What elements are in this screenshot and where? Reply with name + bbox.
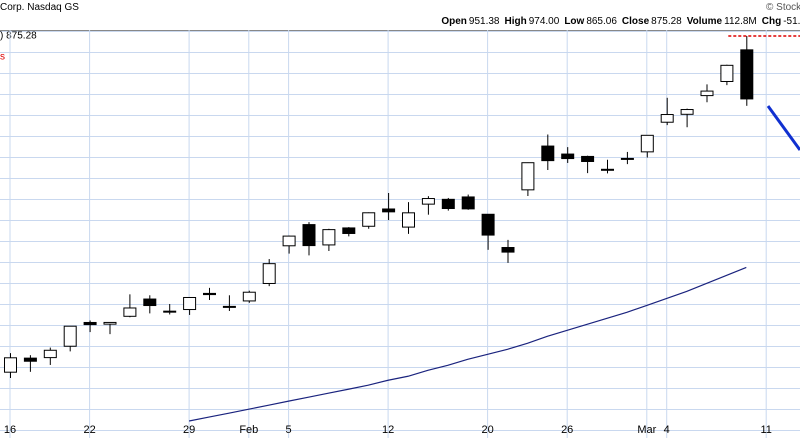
candle-body xyxy=(720,64,734,82)
quote-label: Open xyxy=(441,16,467,27)
quote-value: 865.06 xyxy=(586,16,617,27)
moving-average xyxy=(188,266,747,422)
legend: ) 875.28 xyxy=(0,31,37,42)
candle-body xyxy=(382,208,396,213)
candle-body xyxy=(441,198,455,210)
candle-body xyxy=(222,305,236,308)
candle-body xyxy=(660,114,674,123)
quote-label: Close xyxy=(621,16,650,27)
x-tick-label: 26 xyxy=(561,424,573,436)
quote-value: 974.00 xyxy=(528,16,560,27)
trend-line xyxy=(766,105,800,151)
candle-body xyxy=(581,155,595,162)
candle-body xyxy=(521,162,535,191)
x-tick-label: Feb xyxy=(239,424,258,436)
candle-body xyxy=(640,134,654,153)
candle-body xyxy=(83,321,97,326)
candle-body xyxy=(342,227,356,234)
candle-body xyxy=(461,196,475,210)
candle-body xyxy=(163,310,177,313)
quote-label: Volume xyxy=(686,16,723,27)
candle-body xyxy=(23,357,37,362)
grid-background xyxy=(0,30,800,438)
legend-sub: s xyxy=(0,52,5,63)
x-tick-label: 29 xyxy=(183,424,195,436)
candle-body xyxy=(402,212,415,228)
quote-value: 112.8M xyxy=(724,16,757,27)
candle-body xyxy=(103,321,117,325)
x-tick-label: Mar xyxy=(637,424,656,436)
quote: Open 951.38 High 974.00 Low 865.06 Close 875.28… xyxy=(436,16,800,27)
x-tick-label: 12 xyxy=(382,424,394,436)
quote-label: Chg xyxy=(761,16,782,27)
candle-body xyxy=(4,357,17,373)
candle-body xyxy=(302,224,316,247)
source: Corp. Nasdaq GS xyxy=(0,2,79,13)
candle-body xyxy=(421,198,435,205)
quote-value: 875.28 xyxy=(651,16,682,27)
candle-body xyxy=(620,157,634,160)
x-tick-label: 20 xyxy=(481,424,493,436)
quote-label: Low xyxy=(564,16,585,27)
candle-body xyxy=(362,212,376,227)
candle-body xyxy=(63,325,77,347)
x-tick-label: 16 xyxy=(4,424,16,436)
x-tick-label: 4 xyxy=(664,424,670,436)
candle-body xyxy=(561,153,575,160)
candle-body xyxy=(541,145,555,162)
candle-body xyxy=(242,291,256,302)
candle-body xyxy=(262,263,276,284)
candle-body xyxy=(700,90,714,97)
candle-body xyxy=(43,349,57,359)
quote-value: -51.4 xyxy=(783,16,800,27)
candle-body xyxy=(740,49,754,100)
candle-body xyxy=(183,296,197,311)
x-tick-label: 5 xyxy=(286,424,292,436)
candle-body xyxy=(203,292,216,296)
candle-body xyxy=(143,298,157,307)
x-tick-label: 22 xyxy=(83,424,95,436)
x-tick-label: 11 xyxy=(760,424,771,436)
candle-body xyxy=(282,235,296,247)
candle-body xyxy=(322,229,336,246)
quote-label: High xyxy=(504,16,527,27)
candle-body xyxy=(501,247,515,253)
quote-value: 951.38 xyxy=(468,16,500,27)
candle-body xyxy=(680,109,694,115)
candle-body xyxy=(123,307,137,317)
header: Corp. Nasdaq GS © Stock Open 951.38 High 97… xyxy=(0,0,800,30)
candle-body xyxy=(601,168,614,171)
credit: © Stock xyxy=(766,2,800,13)
candle-body xyxy=(481,213,495,236)
